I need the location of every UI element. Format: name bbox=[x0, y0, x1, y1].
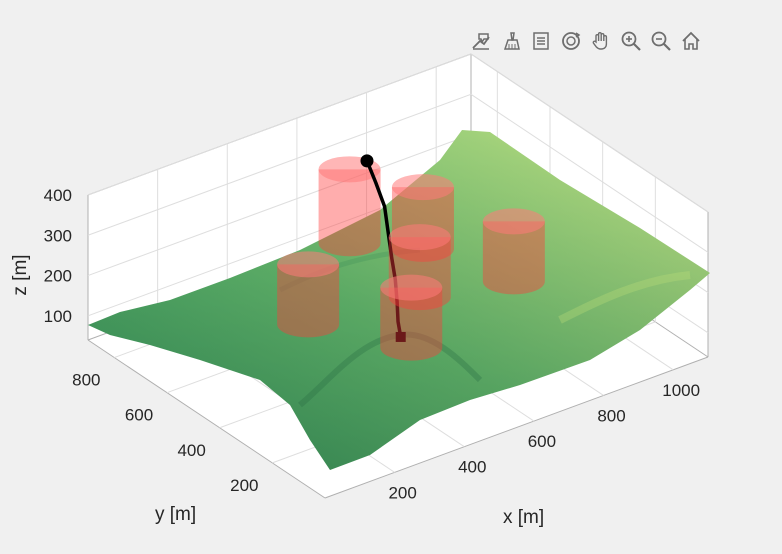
obstacle-cylinder bbox=[380, 274, 443, 361]
z-tick-label: 400 bbox=[44, 186, 72, 205]
axes-toolbar bbox=[468, 28, 704, 54]
cylinder-top bbox=[380, 274, 443, 301]
z-tick-label: 100 bbox=[44, 307, 72, 326]
y-axis-label: y [m] bbox=[155, 504, 196, 525]
z-grid-line bbox=[87, 93, 709, 253]
path-end-marker bbox=[395, 331, 406, 342]
cylinder-side bbox=[277, 264, 340, 338]
cylinder-top bbox=[391, 174, 454, 201]
zoom-in-button[interactable] bbox=[618, 28, 644, 54]
path-start-marker bbox=[360, 154, 374, 168]
obstacle-cylinder bbox=[277, 251, 340, 338]
cylinder-side bbox=[380, 287, 443, 361]
obstacle-cylinders-front bbox=[277, 208, 545, 361]
pan-button[interactable] bbox=[588, 28, 614, 54]
cylinder-top bbox=[482, 208, 545, 235]
home-button[interactable] bbox=[678, 28, 704, 54]
z-tick-label: 200 bbox=[44, 267, 72, 286]
x-tick-label: 1000 bbox=[662, 381, 700, 400]
cylinder-top bbox=[277, 251, 340, 278]
obstacle-cylinder bbox=[482, 208, 545, 295]
terrain-ridge bbox=[558, 271, 691, 324]
x-tick-label: 800 bbox=[597, 406, 625, 425]
legend-button[interactable] bbox=[528, 28, 554, 54]
z-axis-label: z [m] bbox=[10, 254, 31, 295]
brush-icon bbox=[503, 32, 520, 50]
back-wall bbox=[88, 54, 471, 340]
y-tick-label: 600 bbox=[125, 406, 153, 425]
zoom-out-icon bbox=[651, 31, 671, 51]
z-grid-line bbox=[87, 53, 709, 213]
zoom-out-button[interactable] bbox=[648, 28, 674, 54]
data-tip-icon bbox=[472, 33, 490, 50]
cylinder-side bbox=[318, 169, 381, 257]
tick-labels: 200 400 600 800 1000 200 400 600 800 100 200 300 400 bbox=[44, 186, 700, 502]
brush-button[interactable] bbox=[498, 28, 524, 54]
terrain-ridge bbox=[278, 247, 421, 293]
data-tip-button[interactable] bbox=[468, 28, 494, 54]
x-tick-label: 400 bbox=[458, 458, 486, 477]
cylinder-side bbox=[482, 221, 545, 295]
pan-hand-icon bbox=[592, 32, 608, 50]
axes-edge bbox=[87, 339, 326, 499]
rotate-3d-button[interactable] bbox=[558, 28, 584, 54]
y-tick-label: 800 bbox=[72, 371, 100, 390]
terrain-shade bbox=[88, 130, 710, 470]
z-tick-label: 300 bbox=[44, 226, 72, 245]
zoom-in-icon bbox=[621, 31, 641, 51]
rotate-3d-icon bbox=[562, 32, 581, 50]
x-tick-label: 600 bbox=[528, 432, 556, 451]
home-icon bbox=[682, 31, 700, 50]
y-tick-label: 200 bbox=[230, 476, 258, 495]
x-axis-label: x [m] bbox=[503, 507, 544, 528]
flight-path bbox=[360, 154, 406, 342]
x-tick-label: 200 bbox=[388, 483, 416, 502]
y-tick-label: 400 bbox=[177, 441, 205, 460]
cylinder-top bbox=[388, 224, 451, 251]
axes-edge bbox=[324, 356, 709, 499]
legend-icon bbox=[533, 32, 549, 50]
path-line bbox=[365, 160, 403, 338]
